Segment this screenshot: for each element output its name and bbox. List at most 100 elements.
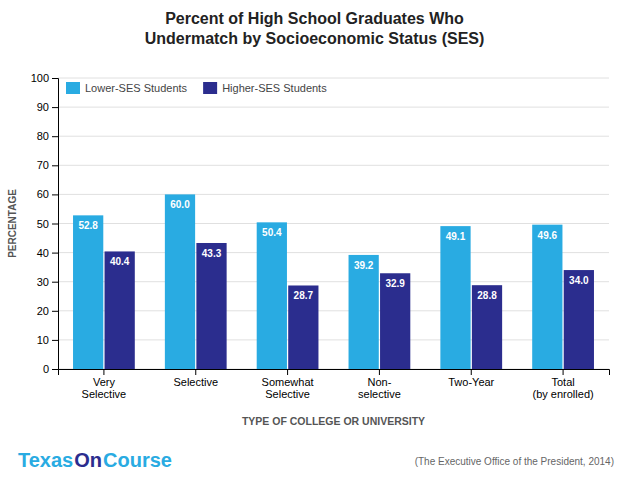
tick: 100 [31, 72, 58, 84]
data-label: 28.7 [294, 290, 314, 301]
tick-label: 20 [37, 305, 49, 317]
x-axis: VerySelectiveSelectiveSomewhatSelectiveN… [59, 369, 610, 400]
tick-mark [52, 194, 58, 195]
tick: 0 [43, 363, 58, 375]
tick-mark [52, 340, 58, 341]
tick: VerySelective [82, 369, 127, 400]
tick-mark [471, 369, 472, 375]
tick-label: 70 [37, 159, 49, 171]
tick: 20 [37, 305, 58, 317]
bar [532, 225, 562, 369]
data-labels: 52.860.050.439.249.149.640.443.328.732.9… [78, 199, 589, 301]
tick-mark [52, 253, 58, 254]
tick-label: 60 [37, 188, 49, 200]
grid [58, 78, 609, 369]
tick-label-line: Two-Year [448, 376, 494, 388]
grid-line [58, 223, 609, 224]
grid-line [58, 78, 609, 79]
tick-label: SomewhatSelective [262, 376, 314, 401]
tick-mark [287, 369, 288, 375]
legend-label: Higher-SES Students [222, 82, 327, 94]
bar [257, 222, 287, 369]
title-line: Percent of High School Graduates Who [165, 10, 464, 27]
y-axis: 0 10 20 30 40 50 60 70 80 90 100 [31, 72, 59, 375]
title-line: Undermatch by Socioeconomic Status (SES) [145, 30, 485, 47]
tick-label-line: Total [551, 376, 574, 388]
bar [105, 251, 135, 369]
bar [440, 226, 470, 369]
annotation: Texas [18, 449, 73, 471]
tick-mark [52, 224, 58, 225]
tick-mark [563, 369, 564, 375]
bar [472, 285, 502, 369]
grid-line [58, 165, 609, 166]
y-axis-title: PERCENTAGE [7, 189, 18, 258]
tick-label-line: Selective [173, 376, 218, 388]
tick: 10 [37, 334, 58, 346]
annotation: Course [103, 449, 172, 471]
tick-mark [52, 136, 58, 137]
data-label: 28.8 [477, 290, 497, 301]
grid-line [58, 194, 609, 195]
grid-line [58, 310, 609, 311]
data-label: 49.1 [446, 231, 466, 242]
bar [165, 194, 195, 369]
annotation: On [74, 449, 102, 471]
bar [349, 255, 379, 369]
tick-label: 80 [37, 130, 49, 142]
data-label: 40.4 [110, 256, 130, 267]
tick: Selective [173, 369, 218, 388]
tick-label: Two-Year [448, 376, 494, 388]
tick: Two-Year [448, 369, 494, 388]
legend-swatch [203, 82, 217, 94]
tick-label: 90 [37, 101, 49, 113]
tick: SomewhatSelective [262, 369, 314, 400]
axis-line [59, 370, 610, 376]
tick: 40 [37, 247, 58, 259]
tick: Non-selective [358, 369, 401, 400]
data-label: 39.2 [354, 260, 374, 271]
axis-line [52, 79, 59, 370]
bars [73, 194, 594, 369]
data-label: 43.3 [202, 248, 222, 259]
data-label: 50.4 [262, 227, 282, 238]
bar [196, 243, 226, 369]
tick-label: 40 [37, 247, 49, 259]
legend-item: Lower-SES Students [66, 82, 188, 94]
tick: 50 [37, 218, 58, 230]
grid-line [58, 339, 609, 340]
tick-label: Non-selective [358, 376, 401, 401]
bar [564, 270, 594, 369]
tick-label-line: Selective [82, 388, 127, 400]
tick-label-line: selective [358, 388, 401, 400]
tick-label-line: Selective [265, 388, 310, 400]
tick-label-line: Very [93, 376, 116, 388]
tick-label: 0 [43, 363, 49, 375]
tick-label: 30 [37, 276, 49, 288]
tick: 30 [37, 276, 58, 288]
data-label: 34.0 [569, 275, 589, 286]
bar [380, 273, 410, 369]
tick-label-line: (by enrolled) [533, 388, 594, 400]
tick-label: VerySelective [82, 376, 127, 401]
tick-label: 10 [37, 334, 49, 346]
bar [288, 285, 318, 369]
data-label: 49.6 [538, 230, 558, 241]
bar [73, 215, 103, 369]
legend: Lower-SES Students Higher-SES Students [66, 82, 327, 94]
tick-label-line: Somewhat [262, 376, 314, 388]
grid-line [58, 136, 609, 137]
plot: 0102030405060708090100VerySelectiveSelec… [31, 72, 610, 400]
data-label: 60.0 [170, 199, 190, 210]
tick-label-line: Non- [367, 376, 391, 388]
annotation: (The Executive Office of the President, … [415, 456, 614, 467]
tick-mark [379, 369, 380, 375]
tick: 70 [37, 159, 58, 171]
grid-line [58, 281, 609, 282]
tick-mark [52, 107, 58, 108]
tick: 80 [37, 130, 58, 142]
grid-line [58, 252, 609, 253]
legend-item: Higher-SES Students [203, 82, 327, 94]
tick-label: Selective [173, 376, 218, 388]
chart: Percent of High School Graduates Who Unde… [0, 0, 629, 479]
